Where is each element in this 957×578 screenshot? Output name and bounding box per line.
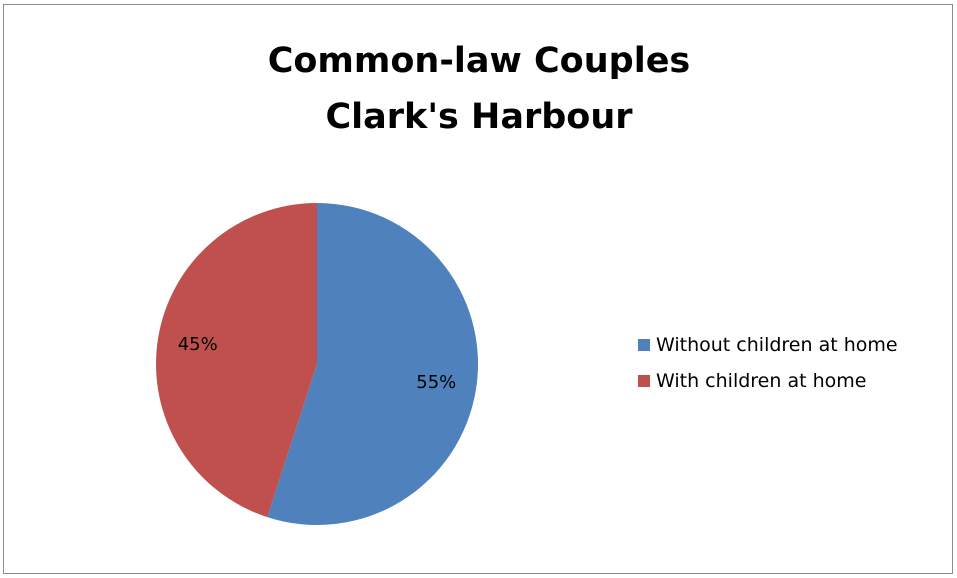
legend-swatch-without-children — [638, 339, 650, 351]
pie-slices — [155, 203, 478, 525]
legend-item-with-children: With children at home — [638, 363, 898, 399]
data-label-without-children: 55% — [416, 372, 456, 393]
chart-title-line-2: Clark's Harbour — [325, 97, 633, 137]
pie-slice-with-children — [155, 203, 317, 518]
pie-plot: 55% 45% — [155, 203, 478, 525]
chart-area: Common-law Couples Clark's Harbour 55% 45… — [3, 4, 953, 574]
legend: Without children at home With children a… — [638, 327, 898, 399]
legend-swatch-with-children — [638, 375, 650, 387]
pie-data-labels: 55% 45% — [178, 334, 457, 393]
chart-title-line-1: Common-law Couples — [267, 41, 691, 81]
legend-label-with-children: With children at home — [656, 370, 867, 392]
legend-item-without-children: Without children at home — [638, 327, 898, 363]
pie-slice-without-children — [267, 203, 478, 525]
data-label-with-children: 45% — [178, 334, 218, 355]
chart-title: Common-law Couples Clark's Harbour — [4, 33, 954, 145]
legend-label-without-children: Without children at home — [656, 334, 898, 356]
